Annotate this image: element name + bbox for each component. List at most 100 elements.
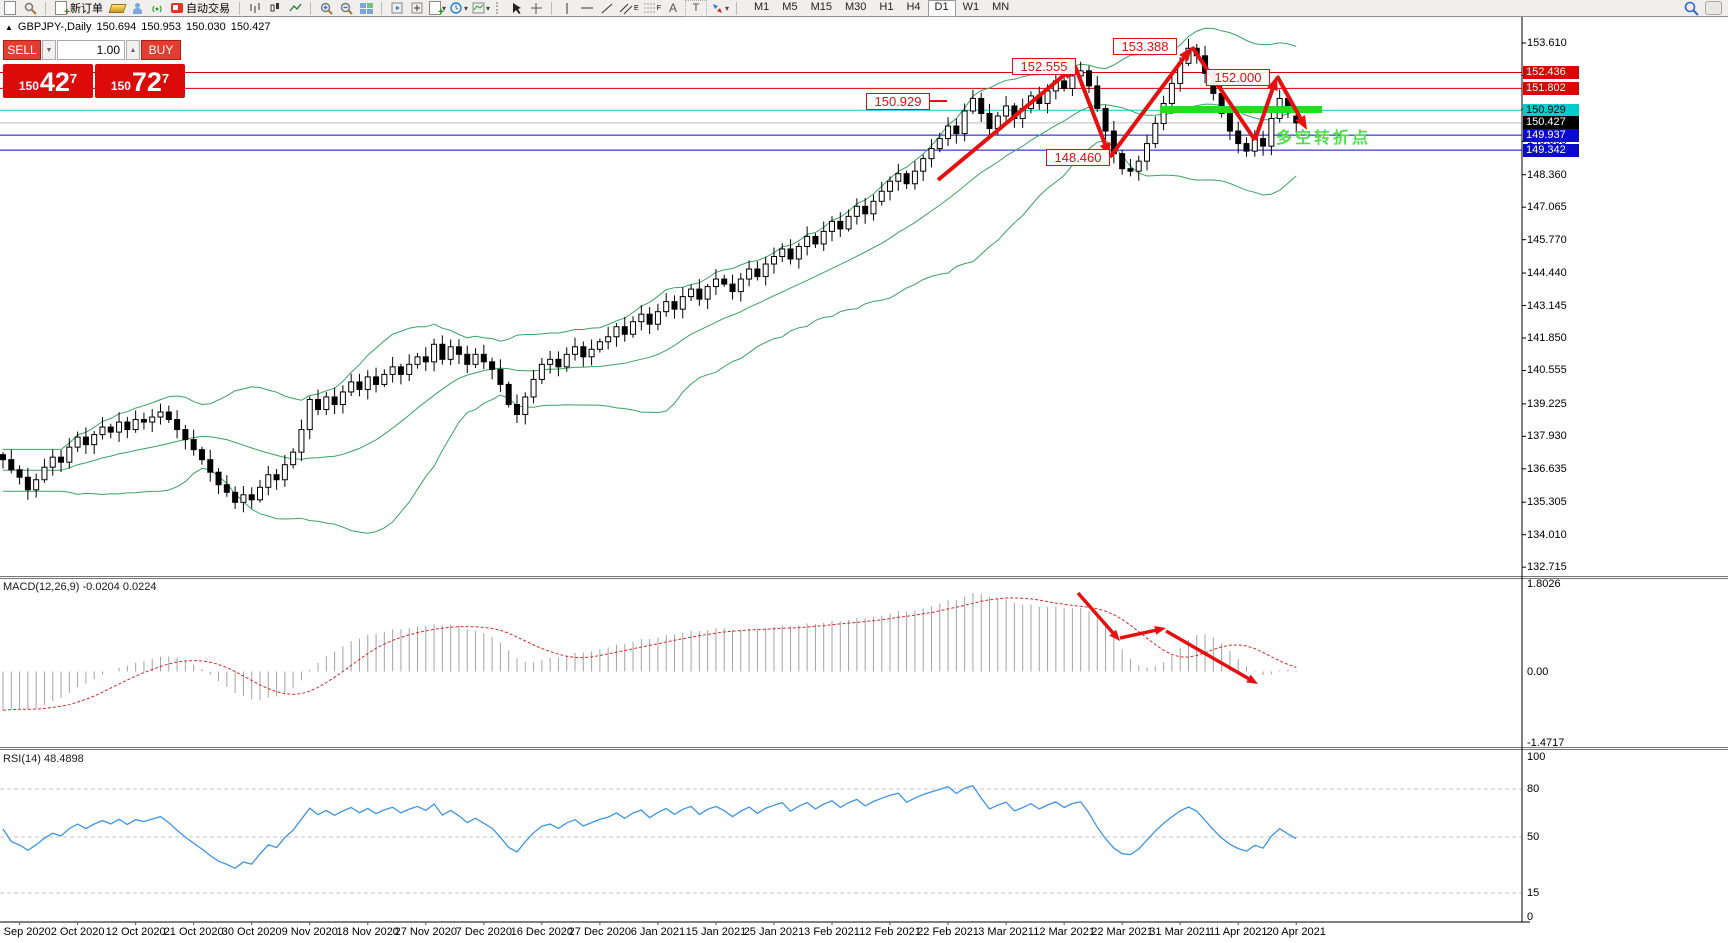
subwindow-arrow-icon[interactable]: ▲ xyxy=(5,23,13,32)
candle[interactable] xyxy=(613,326,620,338)
price-annotation-152.000[interactable]: 152.000 xyxy=(1206,69,1270,86)
candle[interactable] xyxy=(223,484,230,493)
candle[interactable] xyxy=(969,97,976,112)
candle[interactable] xyxy=(190,439,197,451)
candle[interactable] xyxy=(232,491,239,503)
candle[interactable] xyxy=(124,421,131,431)
candle[interactable] xyxy=(1144,143,1151,162)
candle[interactable] xyxy=(737,278,744,293)
search-icon[interactable] xyxy=(1683,1,1699,16)
macd-arrow[interactable] xyxy=(1165,629,1258,684)
sell-button[interactable]: SELL xyxy=(3,40,41,60)
candle[interactable] xyxy=(911,170,918,185)
timeframe-M1[interactable]: M1 xyxy=(754,0,770,13)
candle[interactable] xyxy=(754,268,761,278)
chat-icon[interactable]: 1 xyxy=(1705,1,1722,15)
candle[interactable] xyxy=(605,336,612,343)
timeframe-M15[interactable]: M15 xyxy=(810,0,832,13)
candle[interactable] xyxy=(331,396,338,405)
candle[interactable] xyxy=(149,416,156,423)
candle[interactable] xyxy=(572,346,579,355)
candle[interactable] xyxy=(688,288,695,298)
candle[interactable] xyxy=(928,148,935,160)
candle[interactable] xyxy=(381,373,388,385)
candle[interactable] xyxy=(820,230,827,245)
timeframe-H1[interactable]: H1 xyxy=(879,0,894,13)
candle[interactable] xyxy=(563,353,570,368)
candle[interactable] xyxy=(58,456,65,463)
candle[interactable] xyxy=(513,403,520,416)
candle[interactable] xyxy=(1003,105,1010,117)
candle[interactable] xyxy=(16,469,23,478)
candle[interactable] xyxy=(480,353,487,363)
candle[interactable] xyxy=(887,180,894,192)
timeframe-M30[interactable]: M30 xyxy=(844,0,867,13)
candle[interactable] xyxy=(538,363,545,380)
candle[interactable] xyxy=(829,220,835,232)
candle[interactable] xyxy=(240,494,247,503)
trendline-tool-icon[interactable] xyxy=(599,1,615,16)
new-order-button[interactable]: + 新订单 xyxy=(53,1,105,18)
candle[interactable] xyxy=(986,112,993,130)
candle[interactable] xyxy=(837,220,844,230)
timeframe-D1[interactable]: D1 xyxy=(927,0,956,17)
mql-community-icon[interactable] xyxy=(129,1,145,16)
candle[interactable] xyxy=(845,215,852,230)
candle[interactable] xyxy=(530,378,537,398)
chart-window-icon[interactable] xyxy=(2,1,18,16)
candle[interactable] xyxy=(472,353,479,365)
candle[interactable] xyxy=(621,326,628,335)
candle[interactable] xyxy=(596,341,603,350)
candle[interactable] xyxy=(91,434,98,446)
candle[interactable] xyxy=(1235,130,1242,145)
candle[interactable] xyxy=(712,278,719,288)
trend-arrow[interactable] xyxy=(1253,76,1278,141)
templates-icon[interactable]: ▾ xyxy=(472,1,490,16)
candle[interactable] xyxy=(1102,107,1109,132)
toolbar-grip[interactable] xyxy=(496,2,502,14)
candle[interactable] xyxy=(853,205,860,217)
zoom-in-icon[interactable] xyxy=(318,1,334,16)
candle[interactable] xyxy=(290,451,297,466)
candle[interactable] xyxy=(464,353,471,365)
candle[interactable] xyxy=(248,494,255,501)
trend-arrow[interactable] xyxy=(1190,45,1257,142)
candle[interactable] xyxy=(174,419,181,431)
candle[interactable] xyxy=(356,381,363,390)
candle[interactable] xyxy=(1094,85,1101,109)
candle[interactable] xyxy=(431,343,438,363)
candle[interactable] xyxy=(273,474,280,481)
candle[interactable] xyxy=(348,381,355,393)
arrows-tool-icon[interactable]: ▾ xyxy=(711,1,729,16)
cursor-tool-icon[interactable] xyxy=(508,1,524,16)
horizontal-line-tool-icon[interactable] xyxy=(579,1,595,16)
candle[interactable] xyxy=(1127,168,1134,172)
price-annotation-153.388[interactable]: 153.388 xyxy=(1113,38,1177,55)
candle[interactable] xyxy=(945,125,952,140)
candle[interactable] xyxy=(373,376,380,385)
trend-arrow[interactable] xyxy=(1275,75,1307,130)
candle[interactable] xyxy=(8,459,15,471)
candle[interactable] xyxy=(414,356,421,365)
candle[interactable] xyxy=(157,411,164,418)
candle[interactable] xyxy=(33,479,40,491)
candle[interactable] xyxy=(1152,123,1159,145)
equidistant-channel-tool-icon[interactable]: E xyxy=(619,1,639,16)
candle-chart-mode-icon[interactable] xyxy=(267,1,283,16)
candle[interactable] xyxy=(1135,160,1142,172)
candle[interactable] xyxy=(505,383,512,405)
volume-up-button[interactable]: ▲ xyxy=(126,40,140,60)
candle[interactable] xyxy=(323,396,330,411)
timeframe-M5[interactable]: M5 xyxy=(782,0,798,13)
line-chart-mode-icon[interactable] xyxy=(287,1,303,16)
candle[interactable] xyxy=(397,366,404,375)
candle[interactable] xyxy=(903,173,910,185)
candle[interactable] xyxy=(447,346,454,360)
candle[interactable] xyxy=(588,348,595,358)
text-tool-icon[interactable]: A xyxy=(668,1,677,15)
timeframe-MN[interactable]: MN xyxy=(992,0,1010,13)
timeframe-H4[interactable]: H4 xyxy=(906,0,921,13)
price-annotation-150.929[interactable]: 150.929 xyxy=(866,93,930,110)
candle[interactable] xyxy=(215,471,222,486)
